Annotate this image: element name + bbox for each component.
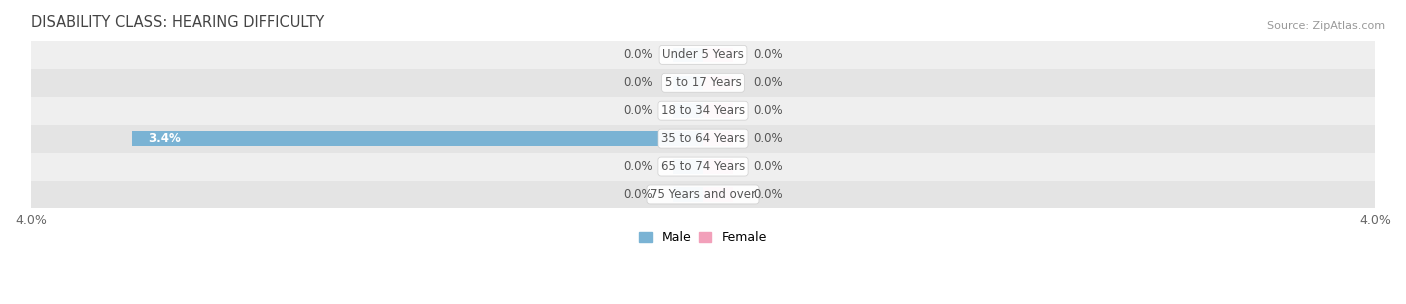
Text: 0.0%: 0.0% [623,76,652,89]
Bar [703,131,734,146]
Bar [672,159,703,174]
Bar [703,159,734,174]
Text: 75 Years and over: 75 Years and over [650,188,756,201]
Bar [703,103,734,118]
Bar [31,181,1375,209]
Bar [703,187,734,202]
Bar [132,131,703,146]
Bar [703,75,734,90]
Bar [672,75,703,90]
Text: 0.0%: 0.0% [754,188,783,201]
Text: 0.0%: 0.0% [754,76,783,89]
Legend: Male, Female: Male, Female [634,226,772,249]
Bar [672,48,703,62]
Text: 65 to 74 Years: 65 to 74 Years [661,160,745,173]
Text: 0.0%: 0.0% [623,188,652,201]
Text: Under 5 Years: Under 5 Years [662,48,744,61]
Text: 0.0%: 0.0% [754,48,783,61]
Text: 0.0%: 0.0% [754,132,783,145]
Bar [672,187,703,202]
Bar [31,125,1375,153]
Text: 0.0%: 0.0% [754,160,783,173]
Bar [31,153,1375,181]
Text: 5 to 17 Years: 5 to 17 Years [665,76,741,89]
Text: 0.0%: 0.0% [623,104,652,117]
Bar [31,41,1375,69]
Text: Source: ZipAtlas.com: Source: ZipAtlas.com [1267,21,1385,31]
Text: 35 to 64 Years: 35 to 64 Years [661,132,745,145]
Text: 0.0%: 0.0% [623,48,652,61]
Text: 0.0%: 0.0% [623,160,652,173]
Bar [31,69,1375,97]
Text: 0.0%: 0.0% [754,104,783,117]
Bar [31,97,1375,125]
Text: DISABILITY CLASS: HEARING DIFFICULTY: DISABILITY CLASS: HEARING DIFFICULTY [31,15,325,30]
Text: 3.4%: 3.4% [149,132,181,145]
Bar [672,103,703,118]
Text: 18 to 34 Years: 18 to 34 Years [661,104,745,117]
Bar [703,48,734,62]
